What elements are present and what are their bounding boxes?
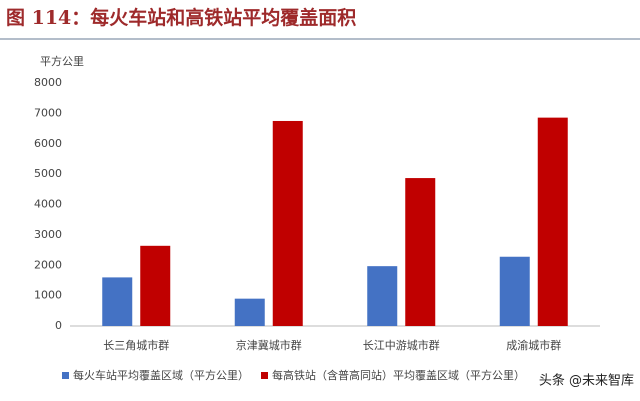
watermark: 头条 @未来智库 — [539, 373, 634, 389]
legend-label: 每高铁站（含普高同站）平均覆盖区域（平方公里） — [272, 368, 525, 382]
y-tick-label: 3000 — [34, 228, 62, 241]
y-tick-label: 1000 — [34, 289, 62, 302]
legend-swatch — [261, 372, 268, 379]
chart-title: 图 114：每火车站和高铁站平均覆盖面积 — [6, 6, 356, 29]
bar — [102, 277, 133, 326]
y-tick-label: 4000 — [34, 198, 62, 211]
bar — [537, 117, 568, 326]
y-axis-label: 平方公里 — [40, 54, 84, 68]
bar — [140, 245, 171, 326]
x-tick-label: 长三角城市群 — [103, 338, 169, 352]
y-tick-label: 5000 — [34, 167, 62, 180]
legend-swatch — [62, 372, 69, 379]
legend-label: 每火车站平均覆盖区域（平方公里） — [73, 368, 249, 382]
y-tick-label: 8000 — [34, 76, 62, 89]
y-tick-label: 6000 — [34, 137, 62, 150]
bar — [499, 256, 530, 326]
bar — [272, 120, 303, 326]
bar — [234, 298, 265, 326]
x-tick-label: 京津冀城市群 — [236, 338, 302, 352]
y-tick-label: 0 — [55, 319, 62, 332]
y-tick-label: 2000 — [34, 258, 62, 271]
y-tick-label: 7000 — [34, 106, 62, 119]
x-tick-label: 长江中游城市群 — [363, 338, 440, 352]
bar — [367, 266, 398, 326]
bar — [405, 178, 436, 326]
x-tick-label: 成渝城市群 — [506, 338, 561, 352]
